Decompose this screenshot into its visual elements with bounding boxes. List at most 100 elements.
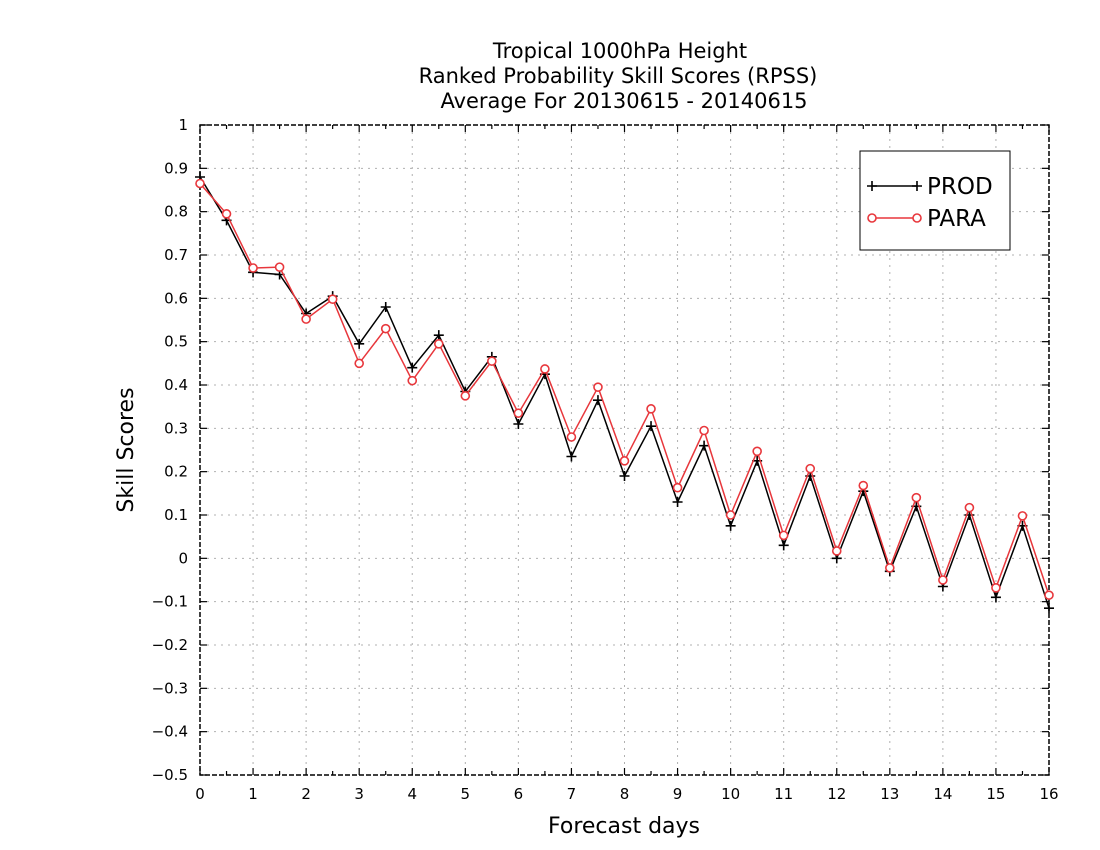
data-point-circle bbox=[699, 425, 709, 436]
y-tick-label: 0.4 bbox=[164, 376, 188, 394]
data-point-circle bbox=[885, 563, 895, 573]
data-point-plus bbox=[380, 302, 391, 312]
data-point-plus bbox=[619, 471, 630, 481]
legend-box bbox=[859, 150, 1011, 251]
data-point-circle bbox=[274, 262, 285, 272]
data-point-circle bbox=[487, 356, 497, 366]
x-tick-label: 12 bbox=[827, 785, 846, 803]
legend-entry-prod: PROD bbox=[867, 174, 993, 200]
y-tick-label: 0.6 bbox=[164, 289, 188, 307]
data-point-circle bbox=[858, 480, 869, 491]
y-tick-label: 0.9 bbox=[164, 159, 188, 177]
x-tick-label: 6 bbox=[514, 785, 524, 803]
data-point-circle bbox=[407, 375, 418, 386]
y-tick-label: 0.3 bbox=[164, 419, 188, 437]
data-point-plus bbox=[433, 330, 444, 341]
data-point-circle bbox=[248, 263, 258, 273]
data-point-circle bbox=[566, 432, 577, 442]
x-tick-label: 4 bbox=[407, 785, 417, 803]
data-series bbox=[195, 172, 1054, 614]
data-point-circle bbox=[221, 209, 232, 219]
data-point-plus bbox=[1044, 603, 1054, 614]
legend-label: PROD bbox=[927, 174, 993, 200]
data-point-circle bbox=[433, 339, 444, 349]
y-tick-label: 0 bbox=[178, 549, 188, 567]
data-point-circle bbox=[380, 323, 391, 334]
data-point-circle bbox=[911, 492, 922, 503]
x-tick-label: 9 bbox=[673, 785, 683, 803]
data-point-plus bbox=[646, 421, 657, 432]
data-point-circle bbox=[1044, 590, 1054, 600]
data-point-plus bbox=[672, 497, 683, 507]
x-tick-label: 7 bbox=[567, 785, 577, 803]
legend-marker-circle bbox=[912, 213, 922, 223]
data-point-circle bbox=[938, 575, 948, 585]
y-tick-label: 0.7 bbox=[164, 246, 188, 264]
y-tick-label: −0.3 bbox=[152, 679, 188, 697]
y-tick-label: 0.2 bbox=[164, 463, 188, 481]
data-point-plus bbox=[778, 540, 789, 551]
y-axis-label: Skill Scores bbox=[114, 387, 139, 512]
data-point-circle bbox=[805, 463, 816, 474]
data-point-circle bbox=[1017, 511, 1028, 521]
data-point-plus bbox=[354, 338, 365, 349]
data-point-circle bbox=[513, 408, 524, 418]
series-para bbox=[195, 178, 1054, 600]
data-point-plus bbox=[592, 395, 603, 406]
data-point-circle bbox=[301, 314, 311, 324]
chart-title-line-2: Ranked Probability Skill Scores (RPSS) bbox=[419, 64, 818, 88]
x-tick-label: 14 bbox=[933, 785, 952, 803]
data-point-circle bbox=[964, 502, 975, 513]
x-axis-label: Forecast days bbox=[548, 814, 700, 839]
x-tick-label: 13 bbox=[880, 785, 899, 803]
x-tick-label: 16 bbox=[1039, 785, 1058, 803]
data-point-circle bbox=[354, 358, 364, 369]
x-tick-label: 15 bbox=[986, 785, 1005, 803]
x-tick-label: 2 bbox=[301, 785, 311, 803]
x-tick-label: 5 bbox=[461, 785, 471, 803]
data-point-circle bbox=[831, 546, 842, 556]
data-point-circle bbox=[725, 510, 736, 520]
chart-title-line-1: Tropical 1000hPa Height bbox=[492, 39, 747, 63]
x-tick-label: 1 bbox=[248, 785, 258, 803]
data-point-circle bbox=[991, 582, 1001, 593]
data-point-plus bbox=[566, 451, 577, 462]
series-prod bbox=[195, 172, 1054, 614]
data-point-circle bbox=[752, 446, 762, 457]
data-point-circle bbox=[460, 391, 471, 401]
data-point-circle bbox=[540, 364, 550, 374]
data-point-plus bbox=[407, 362, 418, 373]
data-point-plus bbox=[513, 419, 524, 429]
y-tick-label: 0.8 bbox=[164, 203, 188, 221]
legend-entry-para: PARA bbox=[867, 206, 986, 232]
y-tick-label: 0.1 bbox=[164, 506, 188, 524]
data-point-plus bbox=[990, 592, 1001, 603]
data-point-circle bbox=[327, 294, 338, 305]
legend: PROD PARA bbox=[859, 150, 1011, 251]
data-point-circle bbox=[646, 404, 656, 414]
data-point-circle bbox=[195, 178, 205, 189]
data-point-circle bbox=[593, 382, 603, 392]
y-tick-label: −0.2 bbox=[152, 636, 188, 654]
chart-title: Tropical 1000hPa Height Ranked Probabili… bbox=[419, 39, 818, 113]
legend-marker-plus bbox=[867, 181, 922, 191]
chart-title-line-3: Average For 20130615 - 20140615 bbox=[440, 89, 807, 113]
x-tick-label: 11 bbox=[774, 785, 793, 803]
axis-ticks: 0 1 2 3 4 5 6 7 8 9 10 11 12 13 14 15 1610.90.80.70.60.5… bbox=[152, 116, 1059, 803]
y-tick-label: −0.5 bbox=[152, 766, 188, 784]
x-tick-label: 8 bbox=[620, 785, 630, 803]
data-point-plus bbox=[699, 440, 710, 451]
x-tick-label: 3 bbox=[354, 785, 364, 803]
legend-label: PARA bbox=[927, 206, 986, 232]
y-tick-label: 1 bbox=[178, 116, 188, 134]
y-tick-label: 0.5 bbox=[164, 333, 188, 351]
y-tick-label: −0.1 bbox=[152, 593, 188, 611]
x-tick-label: 0 bbox=[195, 785, 205, 803]
legend-marker-circle bbox=[867, 213, 877, 223]
x-tick-label: 10 bbox=[721, 785, 740, 803]
data-point-plus bbox=[725, 520, 736, 531]
data-point-circle bbox=[672, 482, 683, 493]
data-point-circle bbox=[619, 456, 630, 466]
data-point-circle bbox=[778, 530, 789, 541]
